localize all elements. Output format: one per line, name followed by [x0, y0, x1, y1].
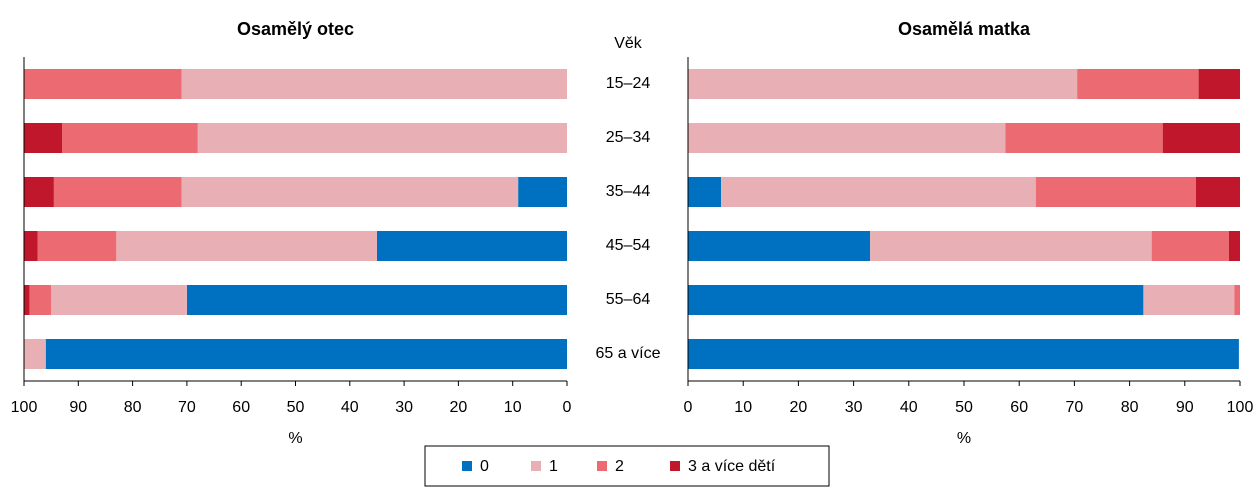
- bar: [24, 285, 30, 315]
- legend-label: 0: [480, 458, 489, 475]
- bar: [197, 123, 567, 153]
- legend-swatch: [462, 461, 472, 471]
- bar: [24, 339, 46, 369]
- bar: [721, 177, 1036, 207]
- x-tick-label: 30: [845, 399, 863, 416]
- x-tick-label: 80: [1121, 399, 1139, 416]
- x-tick-label: 60: [232, 399, 250, 416]
- x-tick-label: 80: [124, 399, 142, 416]
- legend-label: 2: [615, 458, 624, 475]
- bar: [1195, 177, 1240, 207]
- category-label: 15–24: [606, 75, 651, 92]
- bar: [186, 285, 567, 315]
- category-axis-label: Věk: [614, 35, 643, 52]
- bar: [181, 177, 519, 207]
- bar: [53, 177, 182, 207]
- bar: [688, 123, 1006, 153]
- x-tick-label: 20: [450, 399, 468, 416]
- chart-title title: Osamělý otec: [237, 19, 354, 39]
- bar: [518, 177, 567, 207]
- chart-title title: Osamělá matka: [898, 19, 1031, 39]
- x-tick-label: 90: [1176, 399, 1194, 416]
- bar: [116, 231, 377, 261]
- x-tick-label: 40: [341, 399, 359, 416]
- bar: [870, 231, 1152, 261]
- bar: [688, 339, 1239, 369]
- legend-label: 1: [549, 458, 558, 475]
- bar: [1228, 231, 1240, 261]
- x-tick-label: 30: [395, 399, 413, 416]
- x-tick-label: 20: [790, 399, 808, 416]
- x-tick-label: 50: [955, 399, 973, 416]
- bar: [51, 285, 187, 315]
- bar: [24, 69, 182, 99]
- bar: [1005, 123, 1163, 153]
- bar: [1035, 177, 1196, 207]
- bar: [45, 339, 568, 369]
- x-tick-label: 70: [178, 399, 196, 416]
- bar: [688, 231, 871, 261]
- x-tick-label: 90: [69, 399, 87, 416]
- x-axis-label: %: [957, 430, 971, 447]
- bar: [29, 285, 52, 315]
- bar: [1143, 285, 1235, 315]
- bar: [1077, 69, 1199, 99]
- category-label: 55–64: [606, 291, 651, 308]
- bar: [1151, 231, 1229, 261]
- x-tick-label: 70: [1066, 399, 1084, 416]
- x-tick-label: 100: [1227, 399, 1254, 416]
- legend-label: 3 a více dětí: [688, 458, 776, 475]
- legend-swatch: [597, 461, 607, 471]
- legend-swatch: [670, 461, 680, 471]
- category-label: 25–34: [606, 129, 651, 146]
- x-axis-label: %: [288, 430, 302, 447]
- x-tick-label: 60: [1010, 399, 1028, 416]
- bar: [1162, 123, 1240, 153]
- x-tick-label: 10: [504, 399, 522, 416]
- x-tick-label: 0: [563, 399, 572, 416]
- x-tick-label: 0: [684, 399, 693, 416]
- bar: [1234, 285, 1240, 315]
- x-tick-label: 40: [900, 399, 918, 416]
- bar: [688, 177, 722, 207]
- category-label: 65 a více: [596, 345, 661, 362]
- bar: [688, 285, 1144, 315]
- bar: [688, 69, 1078, 99]
- category-label: 35–44: [606, 183, 651, 200]
- bar: [37, 231, 117, 261]
- legend-swatch: [531, 461, 541, 471]
- bar: [24, 123, 63, 153]
- bar: [1198, 69, 1240, 99]
- bar: [181, 69, 567, 99]
- x-tick-label: 100: [11, 399, 38, 416]
- legend-box: [424, 445, 830, 487]
- bar: [376, 231, 567, 261]
- bar: [62, 123, 198, 153]
- bar: [24, 177, 54, 207]
- x-tick-label: 10: [734, 399, 752, 416]
- category-label: 45–54: [606, 237, 651, 254]
- x-tick-label: 50: [287, 399, 305, 416]
- bar: [24, 231, 38, 261]
